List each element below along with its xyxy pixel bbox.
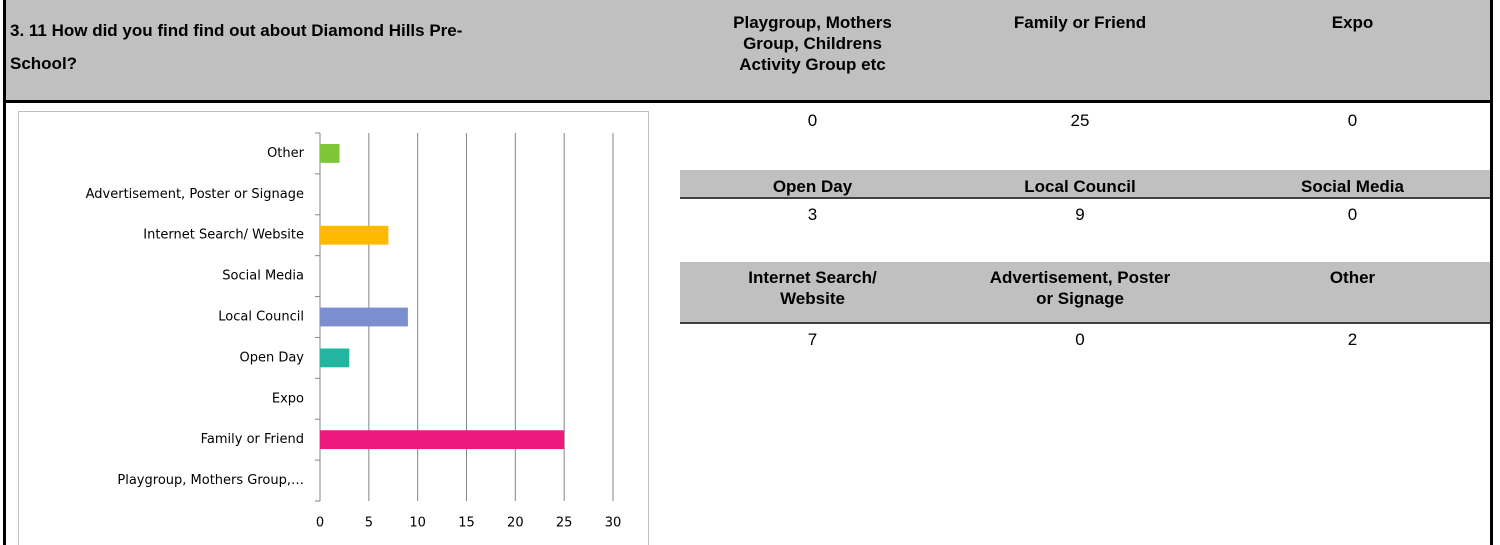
bar [320, 144, 340, 163]
header-line: Local Council [1024, 177, 1136, 196]
column-header: Family or Friend [945, 12, 1215, 33]
x-tick-label: 15 [458, 516, 475, 531]
x-tick-label: 25 [556, 516, 573, 531]
title: 3. 11 How did you find find out about Di… [10, 14, 462, 80]
header-line: Internet Search/ [748, 268, 877, 287]
y-tick-label: Advertisement, Poster or Signage [86, 187, 304, 202]
header-band [680, 262, 1490, 324]
header-line: Playgroup, Mothers [733, 13, 892, 32]
bar [320, 225, 389, 245]
y-tick-label: Expo [272, 391, 304, 406]
y-tick-label: Internet Search/ Website [143, 228, 304, 243]
column-header: Other [1215, 267, 1490, 288]
cell-value: 0 [1347, 111, 1358, 130]
x-tick-label: 20 [507, 516, 524, 531]
header-line: Open Day [772, 177, 853, 196]
header-line: Other [1329, 268, 1376, 287]
cell-value: 0 [1347, 205, 1358, 224]
cell-value: 7 [807, 330, 818, 349]
x-tick-label: 10 [409, 516, 426, 531]
title-line: School? [10, 54, 78, 73]
left-border [3, 0, 6, 545]
cell-value: 9 [1075, 205, 1085, 224]
y-tick-label: Local Council [218, 310, 304, 325]
x-tick-label: 5 [365, 516, 373, 531]
chart: 0 5 10 15 20 25 30 Playgroup, Mothers Group,… Fa… [18, 111, 649, 545]
header-line: or Signage [1036, 289, 1124, 308]
header-line: Family or Friend [1013, 13, 1147, 32]
cell-value: 0 [807, 111, 818, 130]
cell-value: 25 [1070, 111, 1090, 130]
header-line: Website [780, 289, 845, 308]
column-header: Playgroup, Mothers Group, Childrens Activi… [680, 12, 945, 75]
cell-value: 3 [807, 205, 818, 224]
column-header: Social Media [1215, 176, 1490, 197]
y-tick-label: Family or Friend [201, 432, 304, 447]
y-tick-label: Social Media [222, 269, 304, 284]
header-band [680, 170, 1490, 199]
header-line: Social Media [1301, 177, 1404, 196]
cell-value: 0 [1075, 330, 1085, 349]
y-tick-label: Playgroup, Mothers Group,… [117, 473, 304, 488]
y-tick-label: Open Day [239, 350, 304, 365]
header-line: Expo [1331, 13, 1374, 32]
right-border [1490, 0, 1493, 545]
title-line: 3. 11 How did you find find out about Di… [10, 21, 463, 40]
column-header: Open Day [680, 176, 945, 197]
column-header: Internet Search/Website [680, 267, 945, 309]
header-line: Activity Group etc [739, 55, 886, 74]
y-tick-label: Other [267, 146, 305, 161]
header-line: Advertisement, Poster [989, 268, 1171, 287]
column-header: Local Council [945, 176, 1215, 197]
header-line: Group, Childrens [743, 34, 882, 53]
chart-frame [18, 111, 649, 545]
bar [320, 430, 565, 450]
bar [320, 307, 408, 327]
column-header: Expo [1215, 12, 1490, 33]
x-tick-label: 0 [316, 516, 324, 531]
x-tick-label: 30 [605, 516, 622, 531]
bar [320, 348, 350, 368]
column-header: Advertisement, Poster or Signage [945, 267, 1215, 309]
header-band [3, 0, 1492, 103]
cell-value: 2 [1347, 330, 1358, 349]
